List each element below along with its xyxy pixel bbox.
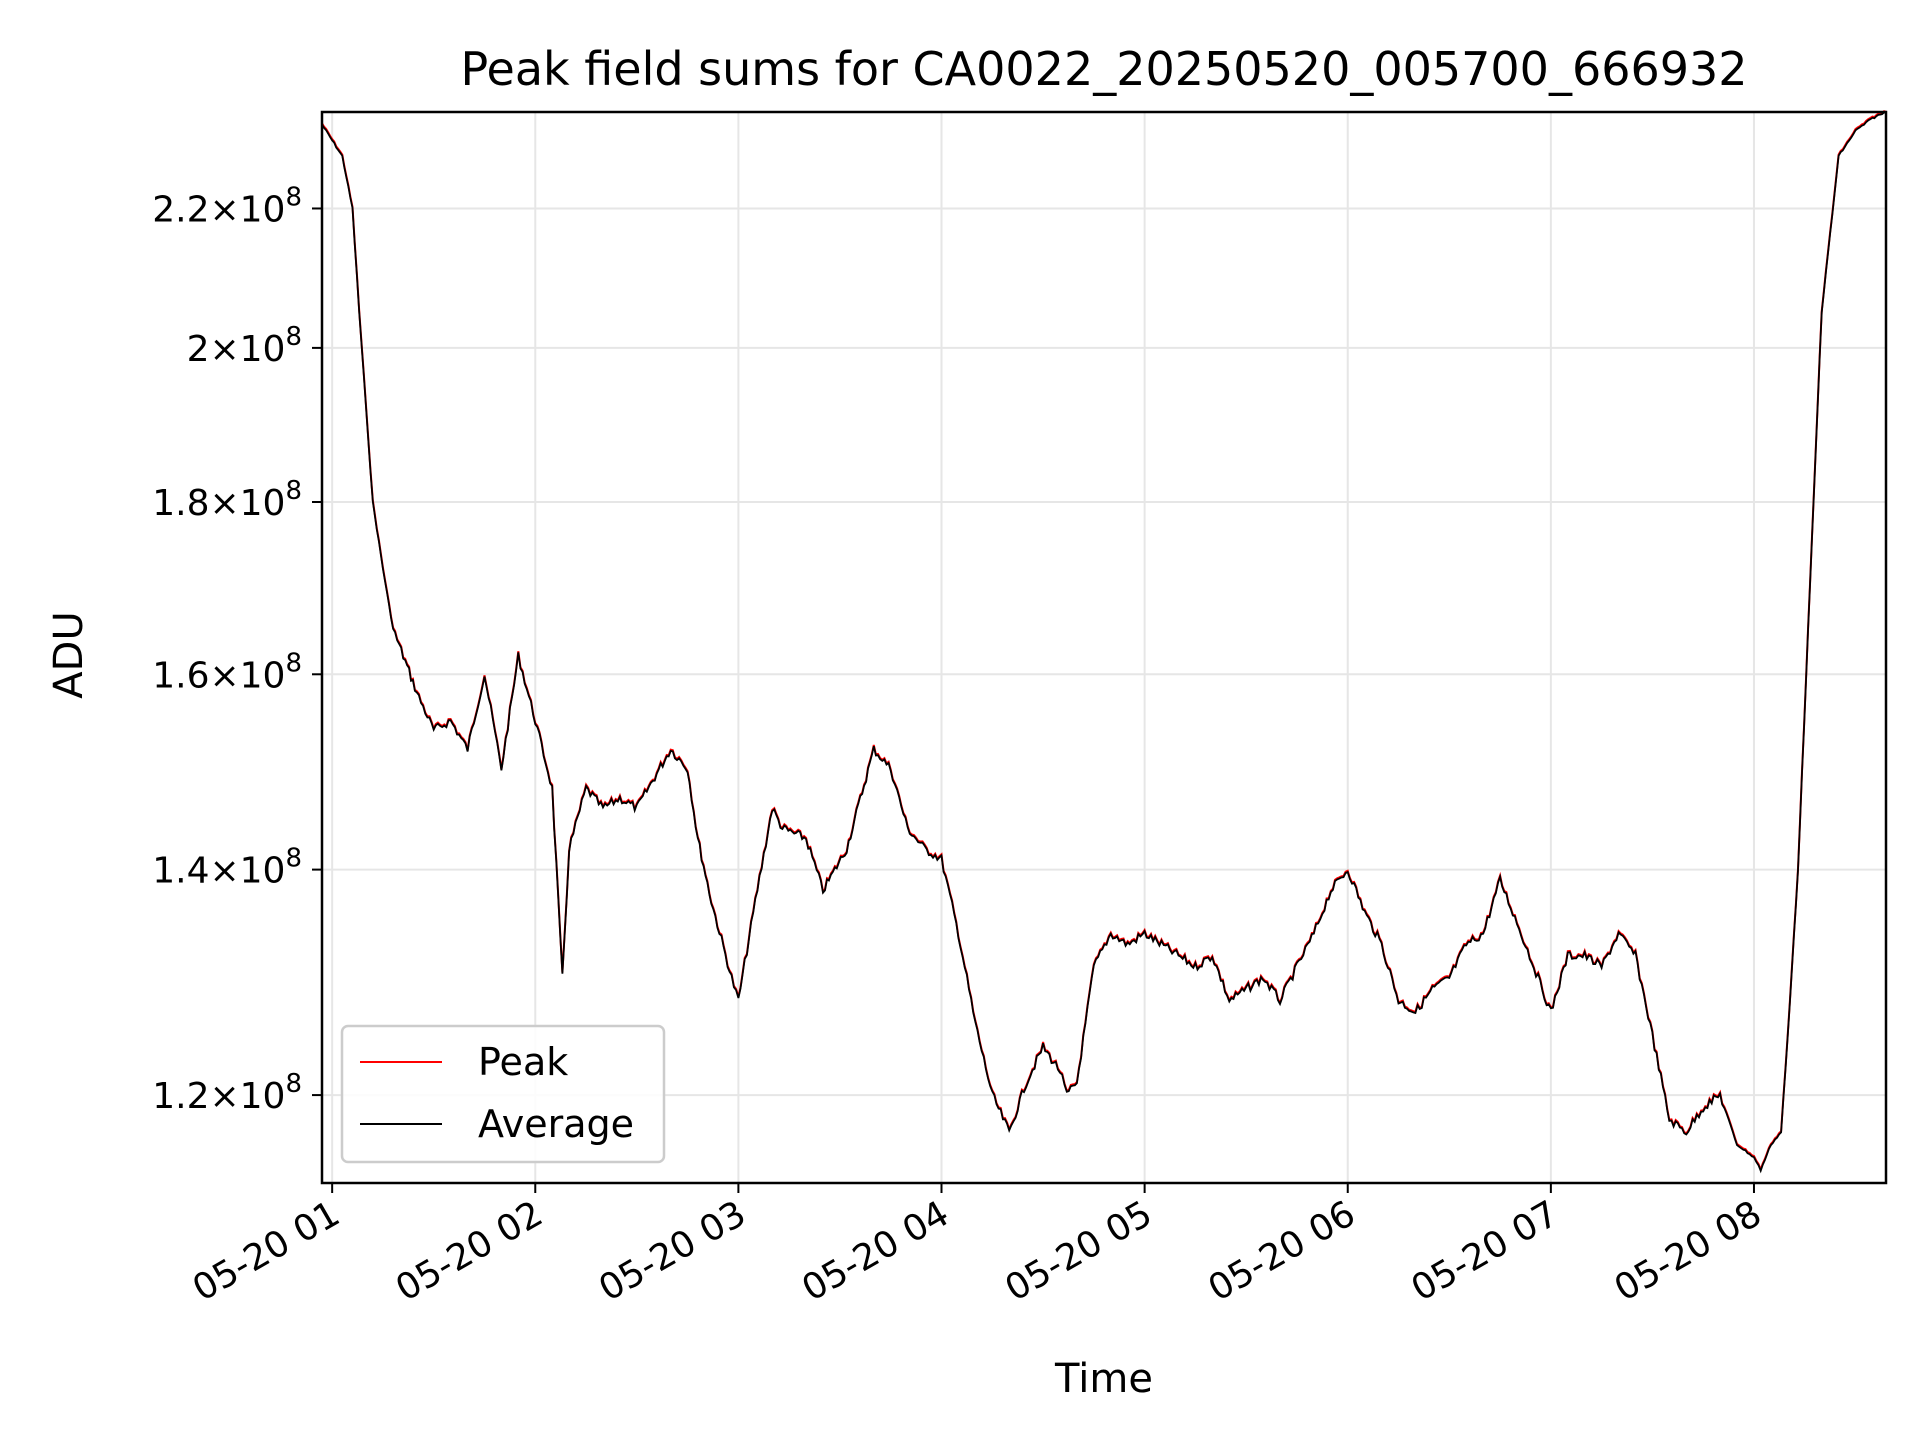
y-tick-label: 1.8×108 <box>152 476 302 524</box>
legend-frame <box>340 1024 666 1164</box>
y-ticks: 1.2×108 1.4×108 1.6×108 1.8×108 2×108 2.2×108 <box>152 182 322 1117</box>
y-tick-label: 1.6×108 <box>152 648 302 696</box>
y-tick-label: 2×108 <box>187 322 302 370</box>
y-tick-label: 2.2×108 <box>152 182 302 230</box>
legend-label-peak: Peak <box>478 1040 568 1084</box>
series-line-average <box>321 111 1887 1174</box>
y-tick-label: 1.4×108 <box>152 844 302 892</box>
y-tick-label: 1.2×108 <box>152 1069 302 1117</box>
x-axis-label: Time <box>1054 1356 1153 1402</box>
plot-frame <box>320 110 1888 1185</box>
legend-label-average: Average <box>478 1102 634 1146</box>
legend: Peak Average <box>340 1024 666 1164</box>
chart-title: Peak field sums for CA0022_20250520_0057… <box>460 42 1747 96</box>
y-axis-label: ADU <box>46 611 92 698</box>
series-lines <box>321 110 1887 1174</box>
